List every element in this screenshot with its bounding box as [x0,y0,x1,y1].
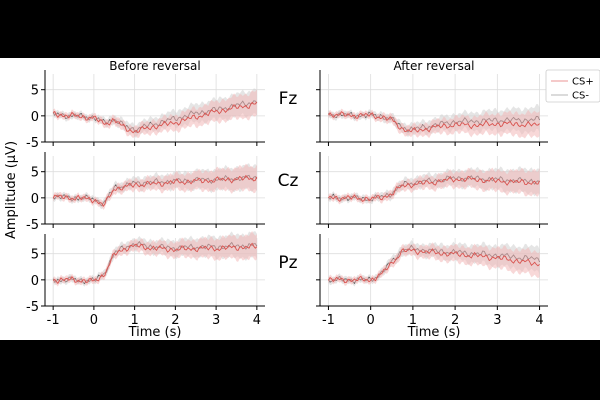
x-tick-label: 0 [90,313,98,328]
y-tick-label: -5 [26,300,39,315]
channel-label-pz: Pz [278,253,297,273]
x-tick-label: 4 [535,313,543,328]
x-tick-label: 3 [493,313,501,328]
cs-plus-line [328,247,540,284]
traces-fz-after [328,104,540,139]
legend-label-cs-plus: CS+ [572,77,594,88]
traces-pz-after [328,239,540,287]
traces-cz-before [52,163,258,210]
cs-plus-error-band [53,163,257,210]
column-title: After reversal [393,59,474,73]
legend-label-cs-minus: CS- [572,91,589,102]
legend-box [545,69,600,103]
cs-plus-error-band [53,89,257,139]
cs-plus-error-band [53,231,257,287]
cs-plus-line [52,101,258,134]
cs-plus-error-band [328,242,540,286]
traces-fz-before [52,88,258,139]
x-tick-label: 2 [451,313,459,328]
cs-plus-line [328,175,540,203]
channel-label-cz: Cz [278,171,299,191]
figure: -5 0 5 -5 0 5 -5 0 5 -1 0 1 2 3 4 -1 0 1 2 3 4 Before reversa… [0,58,600,340]
panel-cz-before: -5 0 5 [26,152,265,233]
x-tick-label: -1 [322,313,335,328]
y-tick-label: 0 [31,110,39,125]
x-tick-label: 0 [367,313,375,328]
y-tick-label: 5 [31,248,39,263]
cs-plus-error-band [328,108,540,139]
panel-pz-after: -1 0 1 2 3 4 [316,234,548,328]
y-tick-label: 5 [31,166,39,181]
x-tick-label: 4 [253,313,261,328]
x-tick-label: 3 [212,313,220,328]
y-tick-label: -5 [26,136,39,151]
panel-fz-before: -5 0 5 [26,70,265,151]
traces-cz-after [328,166,540,205]
legend: CS+ CS- [545,69,600,103]
column-title: Before reversal [109,59,200,73]
cs-plus-line [52,242,258,285]
x-tick-label: 1 [409,313,417,328]
x-tick-label: -1 [47,313,60,328]
x-tick-label: 2 [171,313,179,328]
traces-pz-before [52,231,258,287]
erp-chart: -5 0 5 -5 0 5 -5 0 5 -1 0 1 2 3 4 -1 0 1 2 3 4 Before reversa… [4,59,600,340]
cs-plus-line [328,111,540,133]
y-tick-label: -5 [26,218,39,233]
channel-label-fz: Fz [279,89,298,109]
y-axis-label: Amplitude (µV) [4,141,19,239]
x-axis-label: Time (s) [407,325,461,340]
y-tick-label: 0 [31,192,39,207]
x-tick-label: 1 [130,313,138,328]
y-tick-label: 0 [31,274,39,289]
y-tick-label: 5 [31,84,39,99]
cs-plus-line [52,174,258,208]
cs-plus-error-band [328,167,540,205]
x-axis-label: Time (s) [128,325,182,340]
